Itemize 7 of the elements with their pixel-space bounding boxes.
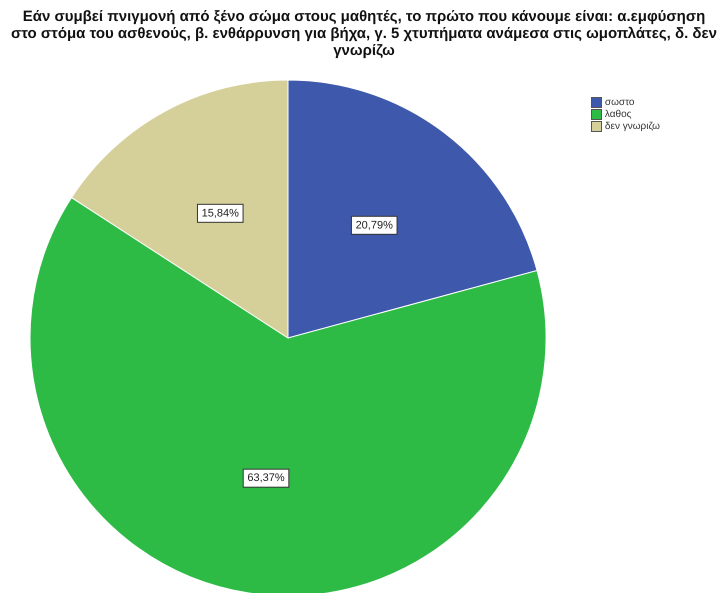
legend-label: λαθος	[604, 108, 632, 120]
legend-label: σωστο	[604, 96, 634, 108]
chart-title: Εάν συμβεί πνιγμονή από ξένο σώμα στους μαθητές, το πρώτο που κάνουμε είναι: α.εμφύσηση στο στόμα του ασθενούς, β. ενθάρρυνση για βήχα, γ. 5 χτυπήματα ανάμεσα στις ωμοπλάτες, δ. δεν γνωρίζω	[10, 8, 718, 59]
data-label: 63,37%	[247, 472, 285, 484]
data-label: 20,79%	[356, 219, 394, 232]
data-label: 15,84%	[202, 207, 240, 220]
legend-label: δεν γνωριζω	[604, 120, 660, 132]
